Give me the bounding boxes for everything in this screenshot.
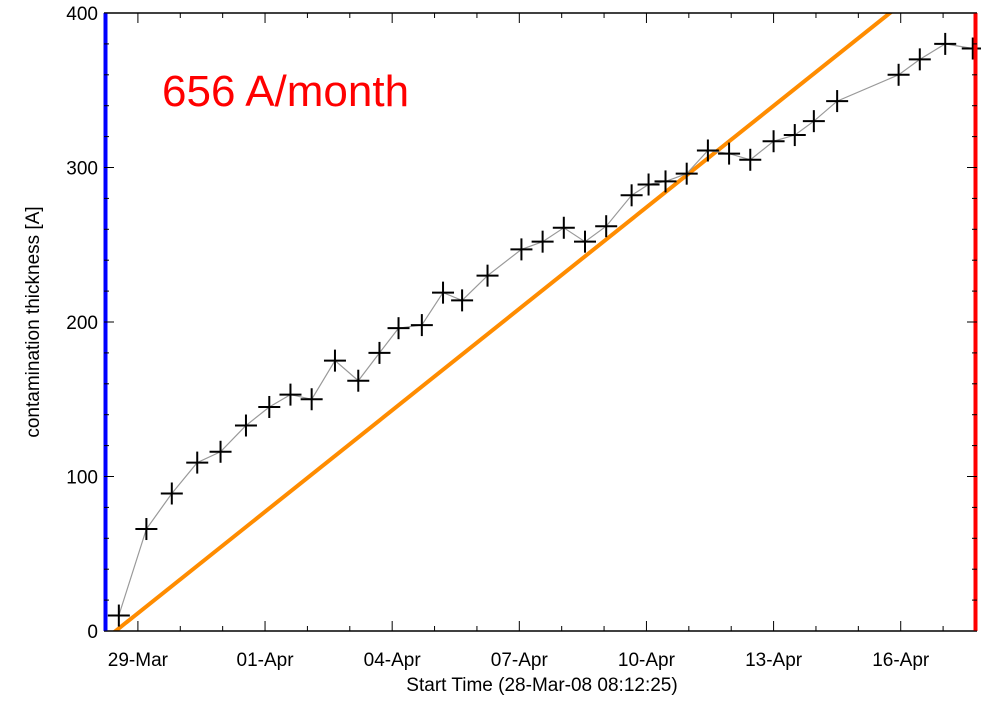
data-point-marker — [552, 216, 575, 239]
data-point-marker — [368, 341, 391, 364]
data-point-marker — [347, 369, 370, 392]
y-tick-label: 300 — [66, 159, 98, 180]
data-point-marker — [762, 130, 785, 153]
data-point-marker — [718, 142, 741, 165]
data-point-marker — [908, 48, 931, 71]
x-tick-label: 10-Apr — [618, 650, 676, 671]
data-point-marker — [135, 518, 158, 541]
data-point-marker — [476, 264, 499, 287]
data-point-marker — [802, 110, 825, 133]
data-point-marker — [160, 482, 183, 505]
data-point-marker — [451, 289, 474, 312]
y-axis-label: contamination thickness [A] — [23, 206, 44, 437]
data-point-marker — [510, 238, 533, 261]
x-tick-label: 29-Mar — [108, 650, 169, 671]
data-point-marker — [887, 63, 910, 86]
data-point-marker — [300, 388, 323, 411]
x-tick-label: 07-Apr — [491, 650, 549, 671]
data-point-marker — [186, 451, 209, 474]
data-point-marker — [323, 349, 346, 372]
y-tick-label: 400 — [66, 4, 98, 25]
data-point-marker — [637, 173, 660, 196]
fit-line — [112, 13, 894, 631]
data-point-marker — [573, 230, 596, 253]
data-point-marker — [432, 281, 455, 304]
data-point-marker — [595, 215, 618, 238]
x-tick-label: 01-Apr — [237, 650, 295, 671]
data-point-marker — [934, 32, 957, 55]
y-tick-label: 100 — [66, 468, 98, 489]
x-tick-label: 13-Apr — [745, 650, 803, 671]
data-point-marker — [826, 90, 849, 113]
data-point-marker — [531, 230, 554, 253]
data-point-marker — [234, 414, 257, 437]
data-point-marker — [696, 139, 719, 162]
x-tick-label: 16-Apr — [872, 650, 930, 671]
data-point-marker — [209, 440, 232, 463]
data-point-marker — [654, 170, 677, 193]
data-point-marker — [620, 184, 643, 207]
data-point-marker — [279, 383, 302, 406]
y-tick-label: 200 — [66, 313, 98, 334]
data-point-marker — [783, 124, 806, 147]
fit-line-layer — [112, 13, 894, 631]
x-tick-label: 04-Apr — [364, 650, 422, 671]
data-point-marker — [410, 314, 433, 337]
data-point-marker — [739, 148, 762, 171]
y-tick-label: 0 — [87, 622, 98, 643]
rate-annotation: 656 A/month — [162, 67, 409, 116]
data-layer — [107, 32, 981, 627]
data-point-marker — [258, 395, 281, 418]
data-point-marker — [961, 37, 981, 60]
axes-layer: 0 100 200 300 400 29-Mar 01-Apr 04-Apr 07-Apr 10-… — [66, 4, 978, 671]
data-point-marker — [675, 162, 698, 185]
data-point-marker — [387, 317, 410, 340]
data-point-marker — [107, 604, 130, 627]
x-axis-label: Start Time (28-Mar-08 08:12:25) — [406, 675, 677, 696]
